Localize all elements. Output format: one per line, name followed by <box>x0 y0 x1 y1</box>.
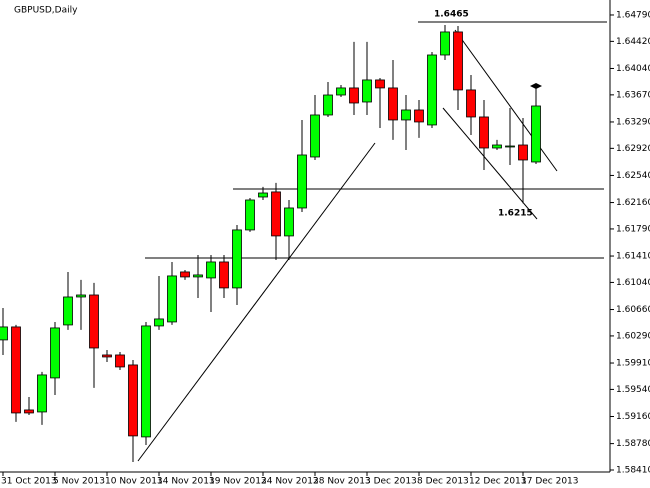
candle-body <box>453 31 463 91</box>
candle-body <box>401 109 411 121</box>
x-tick-label: 31 Oct 2013 <box>1 477 57 487</box>
candle-body <box>310 114 320 158</box>
price-marker <box>530 83 542 89</box>
candle-body <box>466 89 476 118</box>
y-tick-label: 1.62160 <box>616 198 650 208</box>
candle-body <box>141 325 151 438</box>
trend-line <box>442 107 538 220</box>
y-tick-label: 1.63290 <box>616 117 650 127</box>
candle-body <box>362 79 372 103</box>
candle-body <box>349 87 359 104</box>
candle-body <box>375 79 385 89</box>
candle-body <box>180 271 190 278</box>
annotation: 1.6465 <box>434 10 469 20</box>
candle-body <box>388 87 398 121</box>
candle-body <box>284 207 294 237</box>
x-tick-label: 17 Dec 2013 <box>521 477 579 487</box>
candle-body <box>232 229 242 289</box>
y-tick-label: 1.64420 <box>616 37 650 47</box>
candles <box>0 24 541 462</box>
x-tick-label: 28 Nov 2013 <box>313 477 371 487</box>
candle-body <box>479 116 489 149</box>
candle-body <box>76 294 86 298</box>
x-tick-label: 24 Nov 2013 <box>261 477 319 487</box>
candle-body <box>24 409 34 414</box>
x-tick-label: 12 Dec 2013 <box>469 477 527 487</box>
candle-body <box>115 354 125 368</box>
y-tick-label: 1.61040 <box>616 278 650 288</box>
candle-body <box>531 105 541 163</box>
candle-body <box>427 54 437 126</box>
candle-body <box>414 109 424 123</box>
candle-body <box>336 87 346 96</box>
y-tick-label: 1.59540 <box>616 385 650 395</box>
candle-body <box>89 294 99 349</box>
candle-body <box>219 261 229 289</box>
x-tick-label: 10 Nov 2013 <box>105 477 163 487</box>
x-tick-label: 5 Nov 2013 <box>53 477 105 487</box>
x-tick-label: 3 Dec 2013 <box>365 477 417 487</box>
annotation: 1.6215 <box>498 209 533 219</box>
candle-body <box>50 327 60 379</box>
y-tick-label: 1.62540 <box>616 171 650 181</box>
y-tick-label: 1.61790 <box>616 224 650 234</box>
candle-body <box>440 31 450 56</box>
candle-body <box>297 154 307 209</box>
y-tick-label: 1.62920 <box>616 144 650 154</box>
y-tick-label: 1.61410 <box>616 252 650 262</box>
x-tick-label: 14 Nov 2013 <box>157 477 215 487</box>
candle-body <box>271 191 281 237</box>
x-tick-label: 8 Dec 2013 <box>417 477 469 487</box>
y-tick-label: 1.59160 <box>616 412 650 422</box>
candle-body <box>323 94 333 116</box>
candle-body <box>63 296 73 326</box>
candle-body <box>518 144 528 161</box>
y-tick-label: 1.58780 <box>616 439 650 449</box>
candle-body <box>258 192 268 198</box>
y-tick-label: 1.60660 <box>616 305 650 315</box>
candle-body <box>11 326 21 414</box>
chart-title: GBPUSD,Daily <box>14 6 78 16</box>
y-tick-label: 1.64040 <box>616 64 650 74</box>
candle-body <box>193 274 203 278</box>
candle-body <box>37 374 47 413</box>
trend-line <box>137 142 376 462</box>
candle-body <box>102 354 112 358</box>
candle-body <box>492 144 502 149</box>
candle-body <box>128 364 138 437</box>
candle-body <box>0 326 8 341</box>
x-tick-label: 19 Nov 2013 <box>209 477 267 487</box>
y-tick-label: 1.63670 <box>616 90 650 100</box>
candle-body <box>206 261 216 279</box>
candle-body <box>245 199 255 231</box>
y-tick-label: 1.59910 <box>616 359 650 369</box>
y-tick-label: 1.64790 <box>616 10 650 20</box>
y-tick-label: 1.60290 <box>616 331 650 341</box>
candle-body <box>505 145 515 148</box>
candle-body <box>154 318 164 327</box>
y-tick-label: 1.58410 <box>616 466 650 476</box>
drawings <box>137 21 607 462</box>
candle-body <box>167 275 177 323</box>
